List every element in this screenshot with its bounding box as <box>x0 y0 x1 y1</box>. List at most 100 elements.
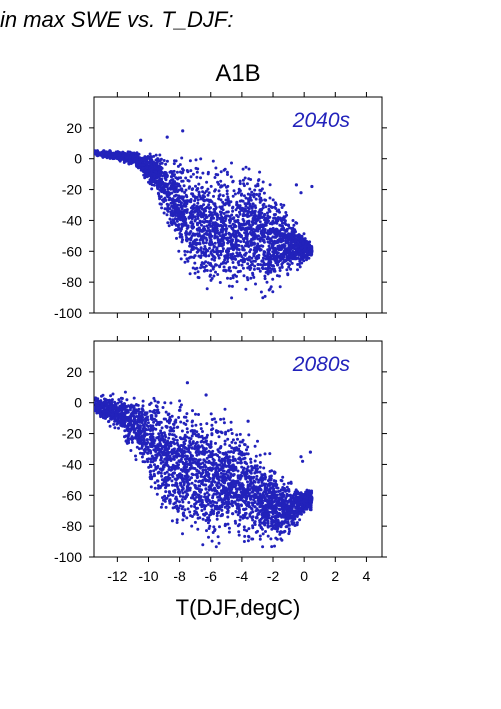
data-point <box>260 259 264 263</box>
data-point <box>197 413 200 416</box>
data-point <box>192 256 196 259</box>
data-point <box>185 480 189 484</box>
data-point <box>266 255 269 259</box>
data-point <box>242 525 246 529</box>
data-point <box>262 191 266 195</box>
data-point <box>201 171 205 175</box>
data-point <box>307 244 310 248</box>
data-point <box>239 503 243 507</box>
data-point <box>224 229 228 233</box>
data-point <box>198 458 202 462</box>
data-point <box>254 197 258 201</box>
data-point <box>237 190 241 194</box>
data-point <box>122 159 126 163</box>
data-point <box>237 221 241 225</box>
data-point <box>221 230 224 234</box>
data-point <box>228 221 232 224</box>
data-point <box>251 218 255 222</box>
data-point <box>241 248 245 252</box>
data-point <box>233 219 237 223</box>
data-point <box>188 441 192 445</box>
data-point <box>221 200 225 204</box>
data-point <box>262 235 266 239</box>
data-point <box>211 242 215 246</box>
data-point <box>222 236 226 240</box>
data-point <box>261 244 265 248</box>
data-point <box>149 178 153 182</box>
data-point <box>261 215 265 219</box>
data-point <box>205 269 209 272</box>
data-point <box>246 209 250 213</box>
data-point <box>296 263 300 266</box>
data-point <box>109 394 113 398</box>
data-point <box>250 241 254 245</box>
data-point <box>263 231 267 234</box>
data-point <box>202 458 206 462</box>
data-point <box>199 422 203 426</box>
data-point <box>262 202 266 206</box>
data-point <box>273 241 277 245</box>
y-tick-label: -40 <box>62 212 82 228</box>
data-point <box>175 425 179 429</box>
data-point <box>261 256 265 260</box>
data-point <box>199 229 203 232</box>
data-point <box>204 460 208 464</box>
data-point <box>215 235 219 239</box>
x-tick-label: -4 <box>236 568 249 584</box>
data-point <box>248 255 251 259</box>
data-point <box>205 180 209 184</box>
data-point <box>254 228 258 232</box>
data-point <box>157 432 161 436</box>
data-point <box>253 259 257 263</box>
data-point <box>245 257 249 261</box>
data-point <box>264 270 268 274</box>
data-point <box>127 160 131 163</box>
data-point <box>219 170 223 174</box>
data-point <box>213 241 217 245</box>
data-point <box>222 417 226 421</box>
data-point <box>157 174 161 177</box>
data-point <box>146 161 150 165</box>
data-point <box>243 534 247 538</box>
data-point <box>191 409 194 413</box>
data-point <box>148 409 152 413</box>
data-point <box>169 401 173 405</box>
data-point <box>184 238 188 242</box>
data-point <box>246 262 250 266</box>
data-point <box>224 202 228 205</box>
data-point <box>238 199 242 203</box>
data-point <box>185 516 189 520</box>
data-point <box>216 173 220 177</box>
data-point <box>211 159 215 163</box>
data-point <box>219 179 223 183</box>
data-point <box>194 218 198 221</box>
data-point <box>222 265 226 269</box>
data-point <box>163 207 167 211</box>
data-point <box>161 406 165 409</box>
data-point <box>180 201 183 205</box>
data-point <box>181 214 185 218</box>
data-point <box>160 206 164 210</box>
data-point <box>264 530 267 533</box>
y-tick-label: -100 <box>54 305 82 321</box>
data-point <box>273 544 276 548</box>
data-point <box>180 156 184 160</box>
data-point <box>164 410 168 414</box>
data-point <box>204 241 208 245</box>
data-point <box>191 461 195 465</box>
data-point <box>296 268 299 272</box>
data-point <box>206 226 210 230</box>
data-point <box>213 245 216 248</box>
data-point <box>194 209 197 212</box>
plot-layer: 200-20-40-60-80-1002040s200-20-40-60-80-… <box>54 92 387 584</box>
data-point <box>243 202 247 206</box>
data-point <box>194 166 198 170</box>
data-point <box>270 227 274 231</box>
data-point <box>250 507 254 511</box>
y-tick-label: -60 <box>62 487 82 503</box>
data-point <box>297 249 301 253</box>
data-point <box>207 207 211 210</box>
data-point <box>189 242 192 246</box>
data-point <box>250 237 254 241</box>
data-point <box>295 515 299 518</box>
